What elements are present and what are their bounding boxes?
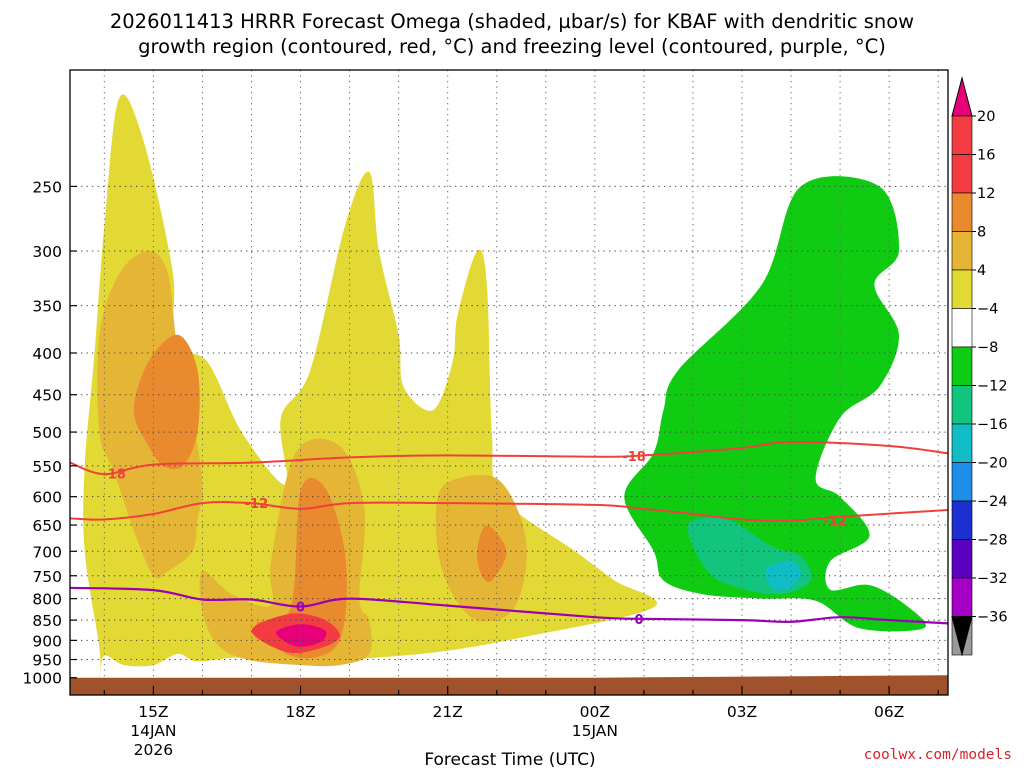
contour-label-0-a: 0 [296, 601, 305, 616]
y-tick-label-900: 900 [32, 632, 62, 650]
omega-region-subsidence-east-band [624, 176, 926, 632]
y-tick-label-500: 500 [32, 424, 62, 442]
colorbar-segment-2 [951, 192, 973, 232]
plot-frame [69, 69, 949, 696]
terrain-fill [70, 675, 948, 695]
x-date-label-15Z: 14JAN [130, 722, 176, 740]
x-axis-label: Forecast Time (UTC) [424, 750, 595, 768]
colorbar-label--12: −12 [977, 379, 1008, 395]
svg-text:-18: -18 [622, 450, 646, 465]
credit-text: coolwx.com/models [864, 747, 1012, 763]
contour-label-minus12-b: -12 [823, 515, 847, 530]
colorbar-label-20: 20 [977, 109, 995, 125]
colorbar-segment-11 [951, 539, 973, 579]
freezing-level-contour [70, 586, 948, 625]
y-tick-label-1000: 1000 [23, 670, 62, 688]
y-tick-label-650: 650 [32, 517, 62, 535]
omega-region-subsidence-east-peak [765, 561, 801, 591]
y-tick-label-250: 250 [32, 178, 62, 196]
colorbar-label-4: 4 [977, 263, 986, 279]
colorbar-segment-10 [951, 500, 973, 540]
y-tick-label-450: 450 [32, 387, 62, 405]
chart-title-line2: growth region (contoured, red, °C) and f… [138, 35, 886, 58]
colorbar-label--20: −20 [977, 456, 1008, 472]
colorbar-label--32: −32 [977, 571, 1008, 587]
plot-area: -18 -18 -12 -12 0 0 [70, 70, 948, 695]
contour-label-minus18-a: -18 [102, 467, 126, 482]
terrain-surface [70, 675, 948, 695]
colorbar-segment-7 [951, 385, 973, 425]
dgz-lower-contour [70, 501, 948, 522]
y-tick-label-700: 700 [32, 543, 62, 561]
colorbar-label--24: −24 [977, 494, 1008, 510]
colorbar-label--8: −8 [977, 340, 998, 356]
colorbar-segment-1 [951, 154, 973, 194]
colorbar: 20 16 12 8 4 −4 −8 −12 −16 −20 −24 −28 −32 −36 [951, 76, 1008, 657]
colorbar-segment-4 [951, 269, 973, 309]
x-tick-label-18Z: 18Z [285, 703, 315, 721]
colorbar-segment-6 [951, 346, 973, 386]
colorbar-label-8: 8 [977, 225, 986, 241]
y-tick-label-550: 550 [32, 458, 62, 476]
x-date-label-00Z: 15JAN [572, 722, 618, 740]
x-tick-label-21Z: 21Z [433, 703, 463, 721]
y-tick-label-850: 850 [32, 612, 62, 630]
y-tick-label-950: 950 [32, 652, 62, 670]
y-tick-label-750: 750 [32, 568, 62, 586]
chart-title-line1: 2026011413 HRRR Forecast Omega (shaded, … [110, 10, 914, 33]
omega-region-upward-motion-peak [275, 624, 327, 647]
colorbar-label--28: −28 [977, 533, 1008, 549]
temperature-contours: -18 -18 -12 -12 0 0 [70, 440, 948, 628]
svg-text:-12: -12 [823, 515, 847, 530]
x-tick-label-00Z: 00Z [580, 703, 610, 721]
colorbar-segment-0 [951, 115, 973, 155]
x-tick-label-15Z: 15Z [138, 703, 168, 721]
svg-text:0: 0 [634, 613, 643, 628]
colorbar-label-12: 12 [977, 186, 995, 202]
contour-label-minus18-b: -18 [622, 450, 646, 465]
colorbar-segment-12 [951, 577, 973, 617]
colorbar-over-triangle [951, 76, 973, 117]
pressure-axis: 250 300 350 400 450 500 550 600 650 700 750 800 850 9… [23, 178, 77, 688]
dgz-upper-contour [70, 440, 948, 476]
colorbar-label--16: −16 [977, 417, 1008, 433]
colorbar-under-triangle [951, 616, 973, 657]
contour-label-minus12-a: -12 [245, 497, 269, 512]
colorbar-segment-8 [951, 423, 973, 463]
omega-region-upward-motion-core-upper-strong [133, 334, 200, 470]
colorbar-segment-9 [951, 462, 973, 502]
omega-region-upward-motion-mid-strong [476, 525, 507, 583]
colorbar-label-16: 16 [977, 148, 995, 164]
x-tick-label-03Z: 03Z [727, 703, 757, 721]
colorbar-segment-5 [951, 308, 973, 348]
x-tick-label-06Z: 06Z [874, 703, 904, 721]
colorbar-label--36: −36 [977, 610, 1008, 626]
y-tick-label-600: 600 [32, 489, 62, 507]
colorbar-label--4: −4 [977, 302, 998, 318]
y-tick-label-400: 400 [32, 345, 62, 363]
y-tick-label-300: 300 [32, 243, 62, 261]
omega-region-upward-motion-lower-band-strong [256, 477, 347, 659]
contour-label-0-b: 0 [634, 613, 643, 628]
y-tick-label-350: 350 [32, 298, 62, 316]
colorbar-segment-3 [951, 231, 973, 271]
y-tick-label-800: 800 [32, 591, 62, 609]
svg-text:0: 0 [296, 601, 305, 616]
omega-shading [83, 94, 926, 678]
svg-text:-18: -18 [102, 467, 126, 482]
svg-text:-12: -12 [245, 497, 269, 512]
x-year-label-15Z: 2026 [134, 741, 173, 759]
